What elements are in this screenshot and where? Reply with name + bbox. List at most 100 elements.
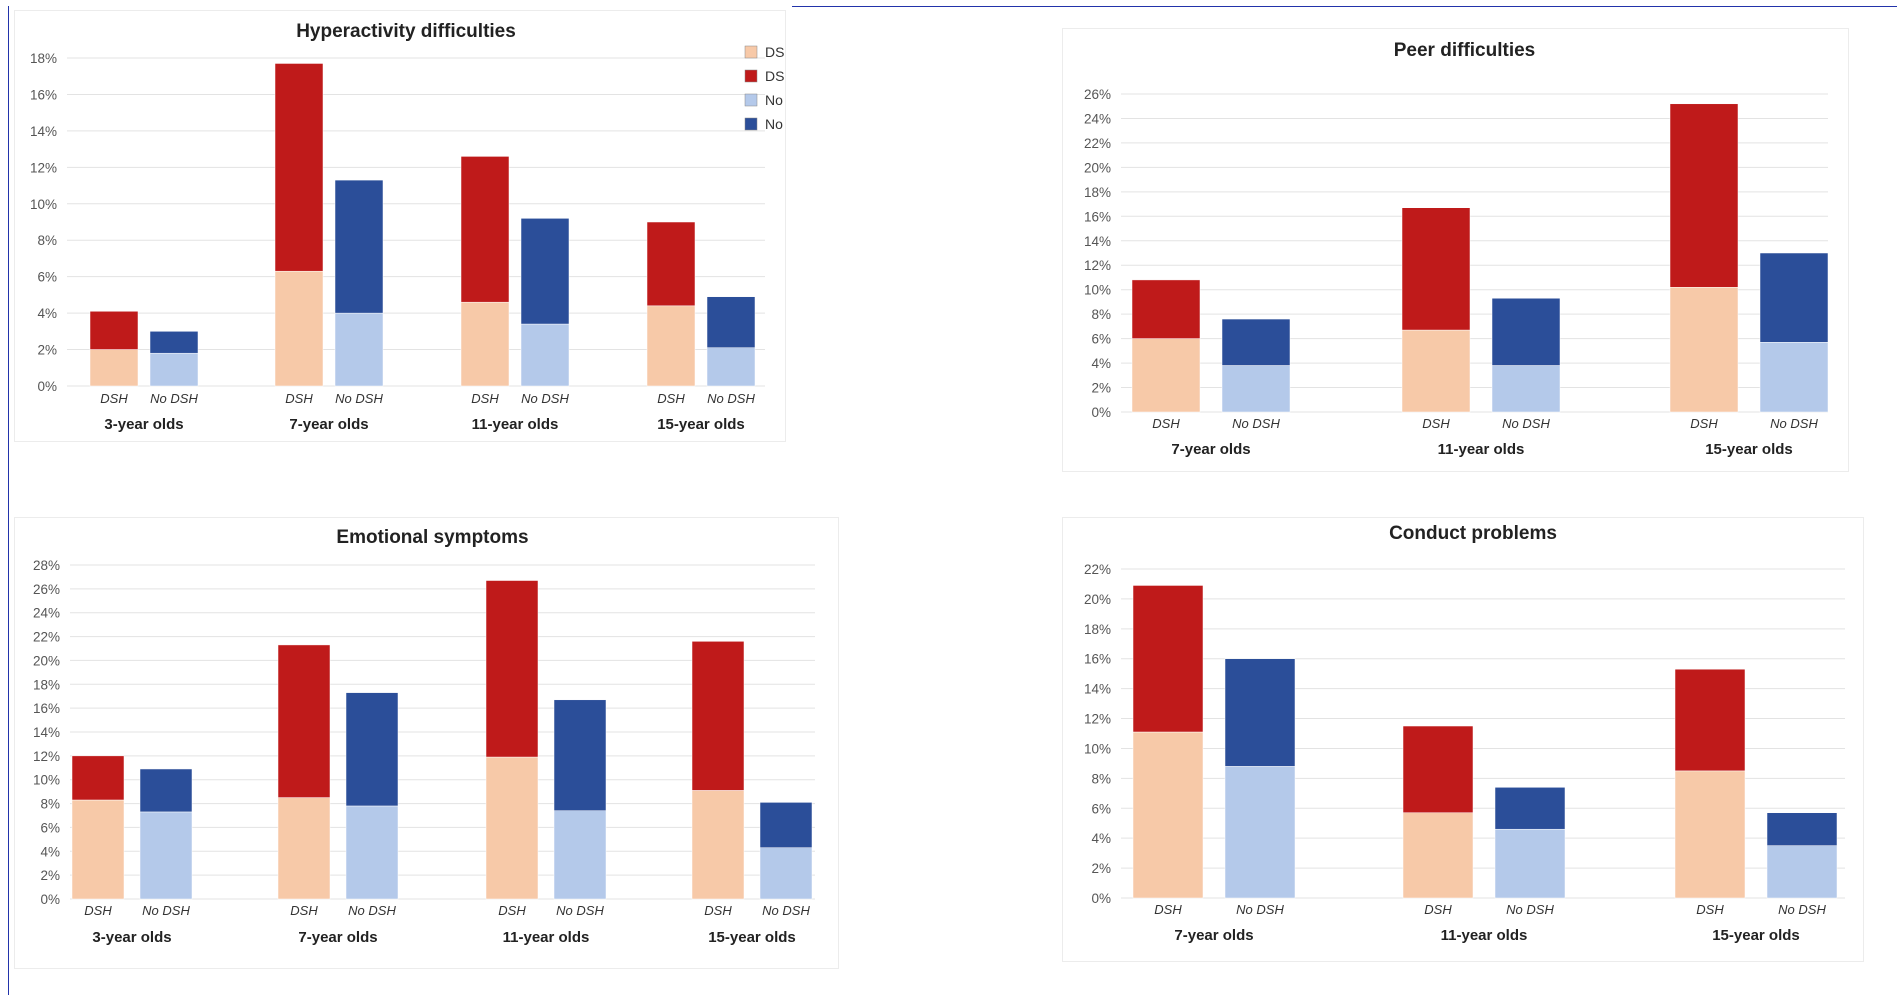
x-group-label: 15-year olds bbox=[708, 929, 796, 946]
x-category-label: DSH bbox=[1424, 902, 1452, 917]
y-tick-label: 20% bbox=[1084, 592, 1111, 607]
bar-dsh-borderline bbox=[485, 756, 539, 900]
bar-dsh-borderline bbox=[89, 349, 139, 387]
chart-panel-conduct: Conduct problems 0% 2% 4% 6% 8% 10% 12% 14% 16% 18… bbox=[1062, 517, 1864, 962]
x-category-label: No DSH bbox=[1770, 416, 1818, 431]
x-category-label: No DSH bbox=[142, 903, 190, 918]
bar-dsh-abnormal bbox=[1132, 585, 1204, 733]
bar-nodsh-abnormal bbox=[759, 802, 813, 848]
bar-nodsh-borderline bbox=[334, 312, 384, 387]
bar-dsh-abnormal bbox=[1131, 279, 1201, 339]
y-tick-label: 6% bbox=[40, 820, 60, 835]
legend-label: No DSH: Borderline score bbox=[765, 92, 785, 108]
x-category-label: No DSH bbox=[335, 391, 383, 406]
bar-dsh-abnormal bbox=[646, 221, 696, 307]
bar-dsh-borderline bbox=[274, 270, 324, 387]
bar-dsh-abnormal bbox=[460, 156, 510, 303]
y-tick-label: 4% bbox=[37, 306, 57, 321]
bar-dsh-borderline bbox=[1132, 731, 1204, 899]
x-category-label: DSH bbox=[290, 903, 318, 918]
x-group-label: 7-year olds bbox=[1174, 927, 1253, 944]
y-tick-label: 6% bbox=[1091, 801, 1111, 816]
x-group-label: 15-year olds bbox=[1712, 927, 1800, 944]
x-group-label: 11-year olds bbox=[1441, 927, 1528, 944]
chart-title: Conduct problems bbox=[1389, 523, 1557, 544]
x-category-label: DSH bbox=[100, 391, 128, 406]
bar-nodsh-abnormal bbox=[553, 699, 607, 811]
x-category-label: No DSH bbox=[1506, 902, 1554, 917]
y-tick-label: 14% bbox=[33, 725, 60, 740]
x-category-label: DSH bbox=[84, 903, 112, 918]
y-tick-label: 6% bbox=[37, 270, 57, 285]
y-tick-label: 8% bbox=[1091, 771, 1111, 786]
bar-nodsh-borderline bbox=[1221, 365, 1291, 413]
bar-nodsh-borderline bbox=[759, 847, 813, 900]
bar-dsh-borderline bbox=[460, 301, 510, 387]
bar-nodsh-abnormal bbox=[706, 296, 756, 348]
bar-dsh-abnormal bbox=[71, 755, 125, 801]
bar-dsh-borderline bbox=[1402, 812, 1474, 899]
bar-nodsh-borderline bbox=[706, 347, 756, 387]
y-tick-label: 0% bbox=[1091, 405, 1111, 420]
y-tick-label: 14% bbox=[1084, 682, 1111, 697]
y-tick-label: 18% bbox=[30, 51, 57, 66]
x-group-label: 11-year olds bbox=[1438, 441, 1525, 458]
y-tick-label: 2% bbox=[1091, 861, 1111, 876]
x-category-label: No DSH bbox=[150, 391, 198, 406]
bar-nodsh-borderline bbox=[149, 352, 199, 387]
hyperactivity-chart: Hyperactivity difficulties 0% 2% 4% 6% 8% 10% 1… bbox=[30, 21, 926, 433]
bar-nodsh-abnormal bbox=[520, 218, 570, 325]
chart-title: Hyperactivity difficulties bbox=[296, 21, 516, 42]
y-tick-label: 16% bbox=[30, 87, 57, 102]
y-tick-label: 16% bbox=[1084, 652, 1111, 667]
x-category-label: DSH bbox=[285, 391, 313, 406]
legend-swatch bbox=[744, 117, 758, 131]
x-category-label: No DSH bbox=[1778, 902, 1826, 917]
y-tick-label: 16% bbox=[33, 701, 60, 716]
bar-dsh-abnormal bbox=[691, 641, 745, 791]
legend-label: No DSH: Abnormal score bbox=[765, 116, 785, 132]
chart-panel-peer: Peer difficulties 0% 2% 4% 6% 8% 10% 12% 14% 16% 1… bbox=[1062, 28, 1849, 472]
emotional-chart: Emotional symptoms 0% 2% 4% 6% 8% 10% 12% 14% 16%… bbox=[33, 527, 815, 946]
bar-nodsh-abnormal bbox=[1759, 252, 1829, 343]
y-tick-label: 4% bbox=[1091, 831, 1111, 846]
x-category-label: DSH bbox=[1696, 902, 1724, 917]
y-tick-label: 26% bbox=[33, 582, 60, 597]
x-category-label: No DSH bbox=[707, 391, 755, 406]
frame-left-border bbox=[8, 6, 9, 995]
legend-swatch bbox=[744, 93, 758, 107]
bar-nodsh-borderline bbox=[520, 323, 570, 387]
bar-dsh-abnormal bbox=[1674, 668, 1746, 772]
x-group-label: 3-year olds bbox=[104, 416, 183, 433]
x-category-label: DSH bbox=[1422, 416, 1450, 431]
legend-swatch bbox=[744, 45, 758, 59]
bar-nodsh-borderline bbox=[553, 810, 607, 900]
x-category-label: DSH bbox=[704, 903, 732, 918]
x-category-label: No DSH bbox=[556, 903, 604, 918]
bar-nodsh-abnormal bbox=[1221, 318, 1291, 366]
x-category-label: DSH bbox=[1152, 416, 1180, 431]
frame-top-border bbox=[792, 6, 1897, 7]
y-tick-label: 16% bbox=[1084, 209, 1111, 224]
y-tick-label: 4% bbox=[1091, 356, 1111, 371]
x-category-label: No DSH bbox=[1502, 416, 1550, 431]
y-tick-label: 8% bbox=[40, 797, 60, 812]
y-tick-label: 4% bbox=[40, 844, 60, 859]
bar-nodsh-borderline bbox=[1224, 766, 1296, 899]
x-group-label: 11-year olds bbox=[503, 929, 590, 946]
chart-title: Peer difficulties bbox=[1394, 40, 1536, 61]
y-tick-label: 12% bbox=[30, 160, 57, 175]
bar-nodsh-abnormal bbox=[1494, 787, 1566, 830]
bar-nodsh-borderline bbox=[139, 811, 193, 900]
y-tick-label: 0% bbox=[37, 379, 57, 394]
bar-dsh-borderline bbox=[1669, 286, 1739, 413]
bar-dsh-abnormal bbox=[277, 644, 331, 798]
x-group-label: 3-year olds bbox=[92, 929, 171, 946]
bar-nodsh-borderline bbox=[1766, 845, 1838, 899]
chart-panel-hyperactivity: Hyperactivity difficulties 0% 2% 4% 6% 8% 10% 1… bbox=[14, 10, 926, 442]
bar-dsh-abnormal bbox=[1401, 207, 1471, 331]
bar-nodsh-abnormal bbox=[334, 179, 384, 314]
y-tick-label: 2% bbox=[1091, 381, 1111, 396]
legend-label: DSH: Borderline score bbox=[765, 44, 785, 60]
y-tick-label: 10% bbox=[33, 773, 60, 788]
